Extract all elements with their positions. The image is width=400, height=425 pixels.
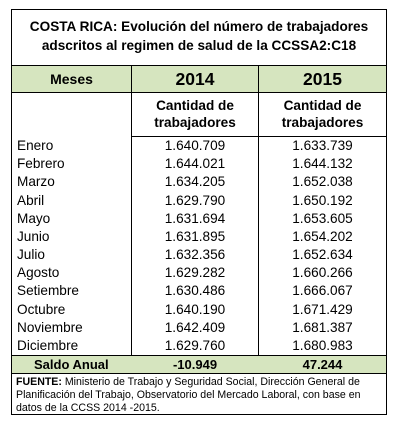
table-row: Enero 1.640.709 1.633.739 <box>12 137 386 155</box>
value-2014-cell: 1.629.760 <box>164 337 226 353</box>
value-2015-cell: 1.680.983 <box>292 337 353 353</box>
table-row: Febrero 1.644.021 1.644.132 <box>12 155 386 173</box>
month-cell: Octubre <box>17 301 66 317</box>
value-2015-cell: 1.671.429 <box>292 301 353 317</box>
month-cell: Noviembre <box>17 319 83 335</box>
table-row: Julio 1.632.356 1.652.634 <box>12 246 386 264</box>
value-2014-cell: 1.642.409 <box>164 319 226 335</box>
saldo-2014-value: -10.949 <box>172 357 218 372</box>
table-row: Mayo 1.631.694 1.653.605 <box>12 210 386 228</box>
value-2014-cell: 1.640.190 <box>164 301 226 317</box>
value-2014-cell: 1.644.021 <box>164 156 226 172</box>
table-row: Diciembre 1.629.760 1.680.983 <box>12 337 386 355</box>
value-2014-cell: 1.631.694 <box>164 210 226 226</box>
source-text: Ministerio de Trabajo y Seguridad Social… <box>16 376 361 414</box>
table-row: Marzo 1.634.205 1.652.038 <box>12 173 386 191</box>
subheader-2015: Cantidad de trabajadores <box>259 95 386 137</box>
table-row: Abril 1.629.790 1.650.192 <box>12 192 386 210</box>
saldo-anual-row: Saldo Anual -10.949 47.244 <box>12 355 386 374</box>
month-cell: Marzo <box>17 174 55 190</box>
month-cell: Julio <box>17 247 45 262</box>
table-row: Agosto 1.629.282 1.660.266 <box>12 264 386 282</box>
month-cell: Enero <box>17 138 54 153</box>
value-2015-cell: 1.633.739 <box>292 138 353 153</box>
table-row: Junio 1.631.895 1.654.202 <box>12 228 386 246</box>
subheader-2015-line-1: Cantidad de <box>283 98 362 113</box>
month-cell: Abril <box>17 192 45 208</box>
header-year-2014: 2014 <box>175 69 215 89</box>
month-cell: Febrero <box>17 156 65 172</box>
value-2015-cell: 1.666.067 <box>292 283 353 299</box>
value-2014-cell: 1.631.895 <box>164 228 226 244</box>
month-cell: Agosto <box>17 265 60 281</box>
value-2014-cell: 1.630.486 <box>164 283 226 299</box>
title-line-2: adscritos al regimen de salud de la CCSS… <box>41 38 357 53</box>
subheader-2014: Cantidad de trabajadores <box>132 95 258 137</box>
month-cell: Mayo <box>17 210 51 226</box>
header-row: Meses 2014 2015 <box>12 65 386 93</box>
value-2015-cell: 1.652.038 <box>292 174 353 190</box>
value-2015-cell: 1.653.605 <box>292 210 353 226</box>
source-note: FUENTE: Ministerio de Trabajo y Segurida… <box>16 376 384 415</box>
title-line-1: COSTA RICA: Evolución del número de trab… <box>29 19 369 34</box>
month-cell: Setiembre <box>17 283 79 299</box>
subheader-2014-line-2: trabajadores <box>154 115 236 130</box>
value-2014-cell: 1.640.709 <box>164 138 226 153</box>
table-row <box>12 336 386 356</box>
table-row: Noviembre 1.642.409 1.681.387 <box>12 319 386 337</box>
saldo-2015-value: 47.244 <box>302 357 343 372</box>
table-row: Octubre 1.640.190 1.671.429 <box>12 301 386 319</box>
value-2014-cell: 1.632.356 <box>164 247 226 262</box>
header-meses: Meses <box>50 71 93 87</box>
value-2015-cell: 1.650.192 <box>292 192 353 208</box>
value-2015-cell: 1.681.387 <box>292 319 353 335</box>
column-divider <box>131 65 132 355</box>
month-cell: Diciembre <box>17 337 79 353</box>
value-2014-cell: 1.634.205 <box>164 174 226 190</box>
value-2015-cell: 1.654.202 <box>292 228 353 244</box>
subheader-2014-line-1: Cantidad de <box>156 98 234 113</box>
column-divider <box>258 65 259 355</box>
header-year-2015: 2015 <box>303 69 342 89</box>
table-frame: COSTA RICA: Evolución del número de trab… <box>11 9 387 415</box>
subheader-2015-line-2: trabajadores <box>281 115 364 130</box>
value-2015-cell: 1.644.132 <box>292 156 353 172</box>
source-label: FUENTE: <box>16 376 62 388</box>
value-2014-cell: 1.629.790 <box>164 192 226 208</box>
table-row: Setiembre 1.630.486 1.666.067 <box>12 282 386 300</box>
value-2015-cell: 1.660.266 <box>292 265 353 281</box>
month-cell: Junio <box>17 228 50 244</box>
value-2015-cell: 1.652.634 <box>292 247 353 262</box>
value-2014-cell: 1.629.282 <box>164 265 226 281</box>
table-title: COSTA RICA: Evolución del número de trab… <box>12 10 386 63</box>
subheader-divider <box>131 136 386 137</box>
saldo-label: Saldo Anual <box>34 357 109 372</box>
